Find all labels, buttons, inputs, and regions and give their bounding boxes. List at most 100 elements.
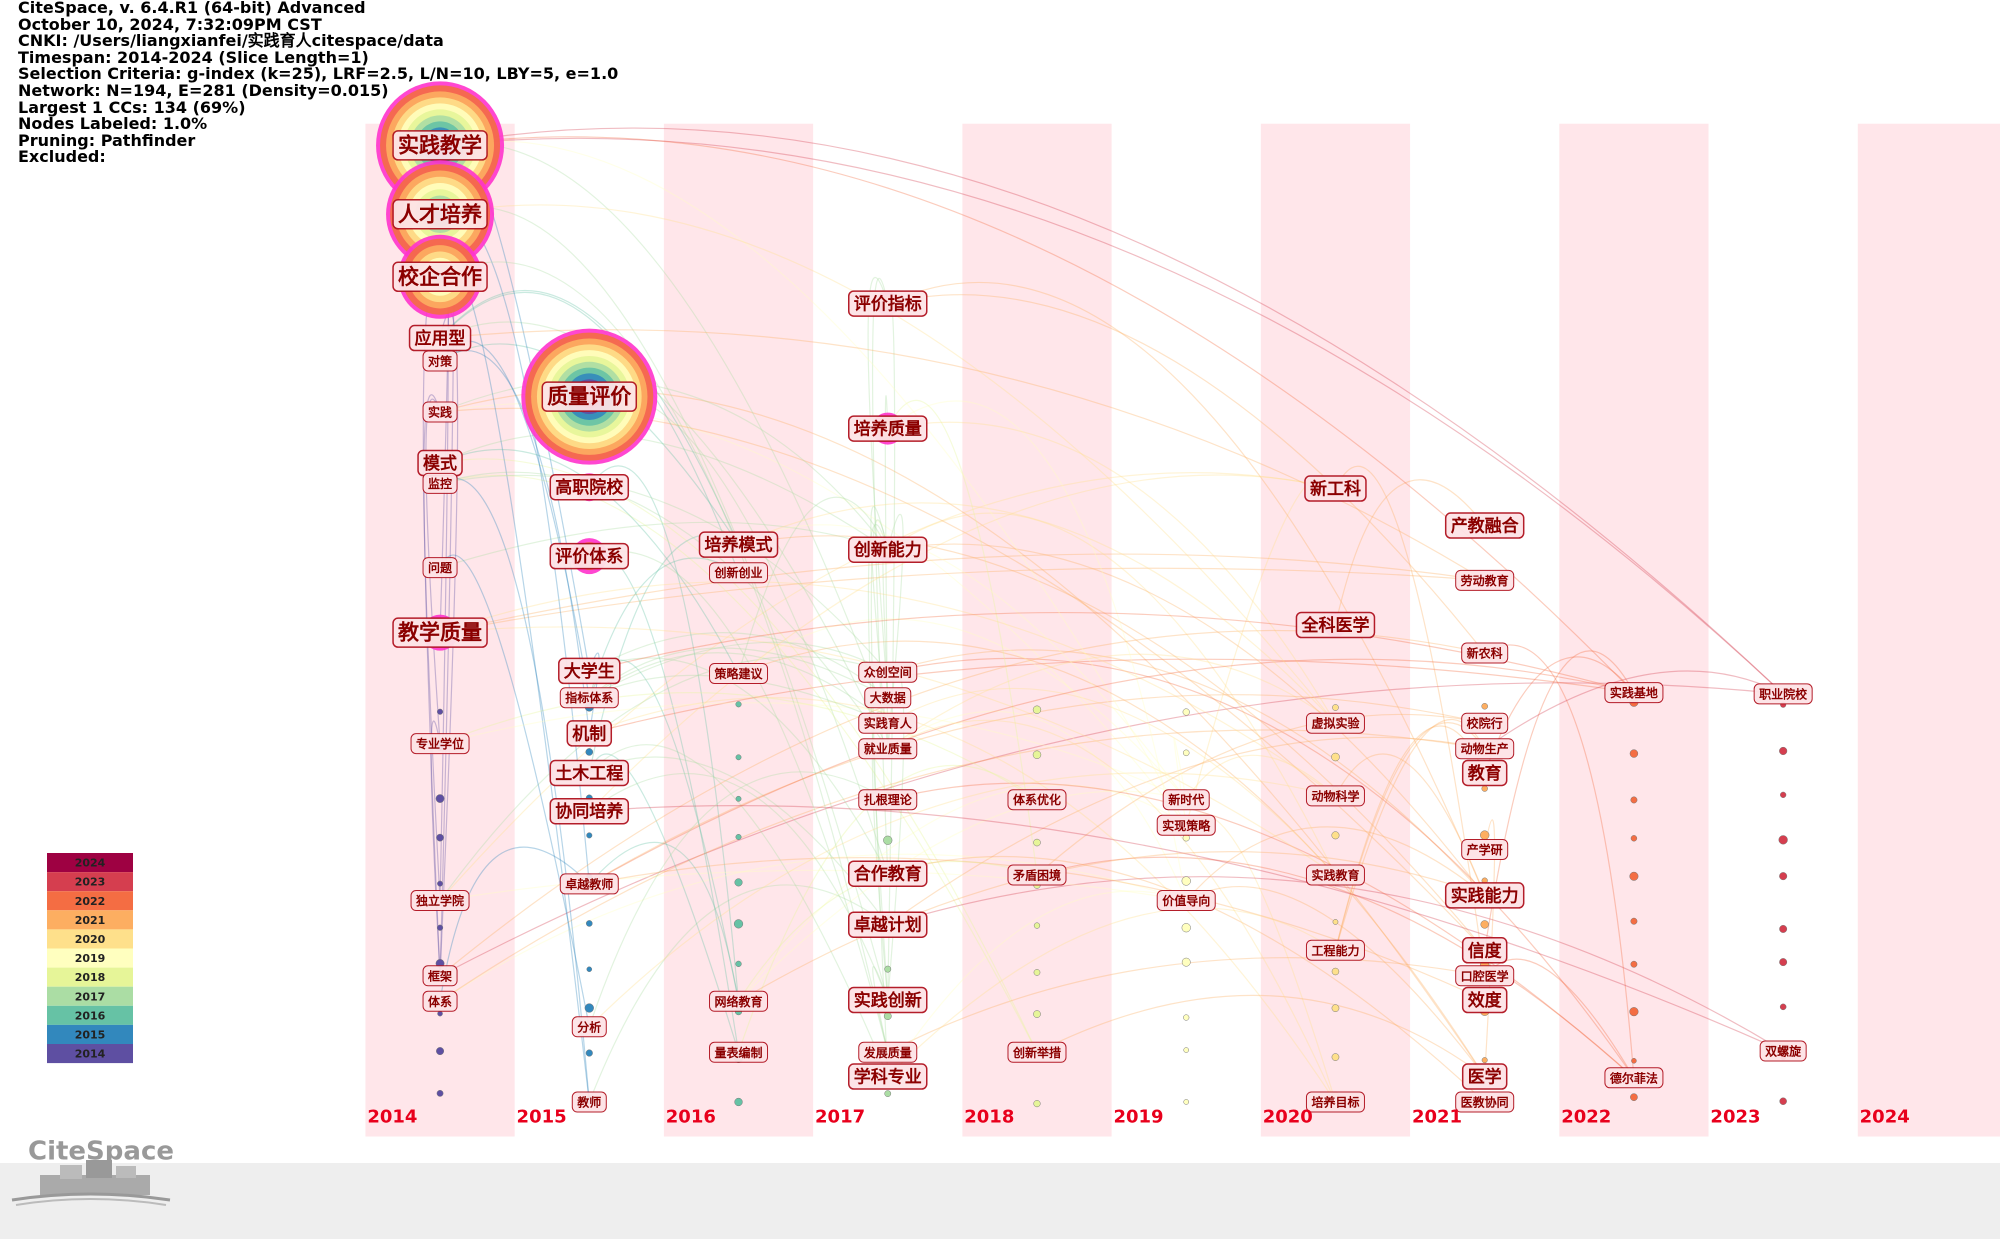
node-label: 体系 bbox=[428, 994, 452, 1009]
info-line: Pruning: Pathfinder bbox=[18, 130, 196, 150]
node-dot bbox=[1183, 1014, 1190, 1021]
link bbox=[887, 855, 1486, 1103]
node-label: 效度 bbox=[1468, 990, 1503, 1011]
node-dot bbox=[1182, 749, 1190, 757]
node-label: 校院行 bbox=[1467, 716, 1503, 731]
link bbox=[1036, 994, 1486, 1078]
node-label: 劳动教育 bbox=[1461, 573, 1509, 588]
link bbox=[439, 471, 889, 750]
link bbox=[588, 658, 1635, 885]
node-label-box bbox=[848, 290, 928, 317]
link bbox=[867, 276, 889, 698]
link bbox=[439, 137, 1784, 695]
node-label: 新工科 bbox=[1310, 479, 1361, 500]
node-label-box bbox=[1461, 642, 1509, 664]
node-label: 网络教育 bbox=[715, 994, 763, 1009]
node-label: 问题 bbox=[428, 560, 453, 575]
node-label-box bbox=[1007, 789, 1067, 811]
node-label: 创新创业 bbox=[714, 565, 763, 580]
node-label: 策略建议 bbox=[715, 666, 764, 681]
link bbox=[439, 846, 590, 1002]
node-dot bbox=[1183, 1099, 1190, 1105]
year-band bbox=[1857, 123, 2000, 1137]
node-label: 培养目标 bbox=[1311, 1095, 1359, 1110]
legend-label: 2023 bbox=[75, 876, 106, 889]
node-label-box bbox=[558, 657, 621, 685]
node-label: 框架 bbox=[428, 968, 452, 983]
node-label-box bbox=[392, 617, 488, 648]
info-line: Timespan: 2014-2024 (Slice Length=1) bbox=[18, 47, 369, 67]
link bbox=[887, 400, 1187, 901]
link bbox=[1185, 754, 1336, 801]
node-dot bbox=[733, 919, 744, 929]
node-dot bbox=[1631, 1058, 1637, 1064]
node-dot bbox=[1480, 830, 1490, 840]
link bbox=[589, 756, 889, 926]
node-dot bbox=[1630, 960, 1638, 968]
node-label-box bbox=[1455, 738, 1515, 760]
link bbox=[737, 496, 889, 674]
link bbox=[588, 884, 889, 1103]
node-label: 教育 bbox=[1467, 763, 1502, 784]
link bbox=[439, 567, 1485, 634]
node-label-box bbox=[1305, 712, 1365, 734]
link bbox=[588, 771, 889, 1027]
node-label-box bbox=[559, 687, 619, 709]
info-line: Selection Criteria: g-index (k=25), LRF=… bbox=[18, 64, 619, 84]
bands bbox=[365, 123, 2000, 1137]
node-label: 应用型 bbox=[415, 328, 466, 349]
link bbox=[439, 869, 1187, 902]
node-label: 虚拟实验 bbox=[1311, 716, 1360, 731]
node-dot bbox=[437, 1010, 443, 1017]
legend-label: 2021 bbox=[75, 914, 106, 927]
link bbox=[589, 658, 1635, 734]
node-label: 合作教育 bbox=[854, 864, 922, 885]
node-label: 大学生 bbox=[564, 661, 615, 682]
node-label-box bbox=[1444, 882, 1525, 909]
node-label-box bbox=[1461, 759, 1508, 787]
node-label-box bbox=[410, 733, 470, 755]
legend-swatch bbox=[47, 1024, 133, 1044]
node-dot bbox=[1183, 1047, 1190, 1053]
link bbox=[1185, 886, 1486, 1077]
node-label-box bbox=[549, 759, 630, 787]
node-dot bbox=[1181, 876, 1191, 886]
legend-label: 2022 bbox=[75, 895, 106, 908]
node-label: 对策 bbox=[428, 353, 453, 368]
node-label: 动物生产 bbox=[1461, 741, 1509, 756]
node-dot bbox=[735, 701, 742, 708]
node-label: 量表编制 bbox=[715, 1045, 763, 1060]
node-dot bbox=[735, 754, 742, 761]
node-label-box bbox=[422, 990, 458, 1012]
node-dot bbox=[1331, 967, 1340, 976]
link bbox=[1036, 856, 1635, 1079]
legend-swatch bbox=[47, 910, 133, 930]
year-label: 2022 bbox=[1561, 1106, 1611, 1127]
node-label: 工程能力 bbox=[1311, 943, 1359, 958]
node-dot bbox=[1481, 785, 1488, 792]
link bbox=[1334, 479, 1486, 626]
year-band bbox=[962, 123, 1112, 1137]
node-label-box bbox=[848, 1063, 928, 1090]
node-label: 扎根理论 bbox=[864, 792, 913, 807]
node-label-box bbox=[422, 557, 458, 579]
node-label: 口腔医学 bbox=[1461, 968, 1509, 983]
link bbox=[439, 206, 889, 1001]
node-label-box bbox=[1455, 569, 1515, 591]
node-label: 职业院校 bbox=[1759, 686, 1808, 701]
node-label: 实践教育 bbox=[1311, 868, 1359, 883]
node-label: 培养质量 bbox=[854, 419, 922, 440]
node-dot bbox=[1778, 835, 1788, 845]
node-label: 医学 bbox=[1468, 1067, 1502, 1088]
link bbox=[589, 697, 1336, 1103]
link bbox=[887, 657, 1635, 1079]
link bbox=[588, 557, 739, 698]
year-label: 2020 bbox=[1263, 1106, 1313, 1127]
node-label-box bbox=[1295, 611, 1376, 639]
link bbox=[887, 649, 1486, 896]
node-dot bbox=[436, 1047, 445, 1056]
node-label-box bbox=[1305, 785, 1365, 807]
node-label-box bbox=[1007, 864, 1067, 886]
node-dot bbox=[1332, 919, 1339, 925]
